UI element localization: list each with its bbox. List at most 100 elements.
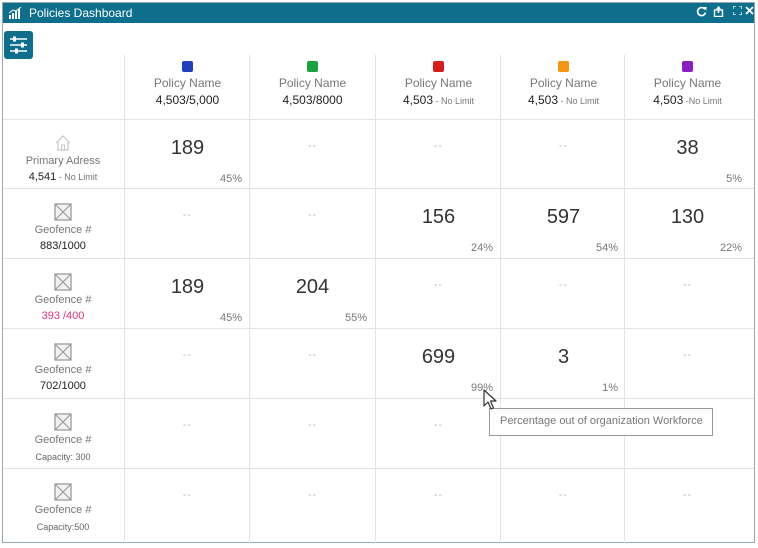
- cell-percentage: 55%: [344, 312, 367, 324]
- row-count-value: 393 /400: [41, 310, 85, 322]
- data-cell[interactable]: 189 45%: [125, 259, 250, 328]
- policy-count: 4,503 - No Limit: [501, 93, 626, 108]
- empty-value: --: [433, 489, 444, 501]
- policy-column-header[interactable]: Policy Name 4,503 - No Limit: [501, 61, 626, 108]
- export-icon[interactable]: [712, 6, 724, 19]
- data-cell[interactable]: 597 54%: [501, 189, 626, 258]
- data-cell[interactable]: --: [501, 120, 626, 189]
- grid-divider: [3, 328, 754, 329]
- data-cell[interactable]: --: [376, 469, 501, 538]
- refresh-icon[interactable]: [695, 6, 707, 19]
- grid-divider: [3, 398, 754, 399]
- cell-count: 3: [557, 346, 570, 368]
- data-cell[interactable]: --: [125, 189, 250, 258]
- grid-divider: [375, 55, 376, 543]
- policy-name: Policy Name: [404, 76, 473, 90]
- data-cell[interactable]: --: [125, 469, 250, 538]
- data-cell[interactable]: --: [250, 120, 375, 189]
- empty-value: --: [433, 419, 444, 431]
- data-cell[interactable]: --: [250, 189, 375, 258]
- geofence-icon: [54, 483, 72, 501]
- geofence-icon: [54, 413, 72, 431]
- data-cell[interactable]: --: [625, 469, 750, 538]
- row-header: Geofence # Capacity:500: [3, 483, 123, 533]
- policy-color-swatch: [307, 61, 318, 72]
- policy-column-header[interactable]: Policy Name 4,503/8000: [250, 61, 375, 108]
- empty-value: --: [182, 419, 193, 431]
- row-label: Geofence #: [34, 364, 92, 376]
- cell-count: 156: [421, 206, 456, 228]
- data-cell[interactable]: 156 24%: [376, 189, 501, 258]
- geofence-icon: [54, 343, 72, 361]
- row-count: 4,541 - No Limit: [3, 171, 123, 184]
- data-cell[interactable]: 130 22%: [625, 189, 750, 258]
- policy-count: 4,503 -No Limit: [625, 93, 750, 108]
- policy-count-value: 4,503: [653, 93, 684, 107]
- data-cell[interactable]: 189 45%: [125, 120, 250, 189]
- row-capacity: Capacity: 300: [35, 452, 91, 462]
- policy-column-header[interactable]: Policy Name 4,503 -No Limit: [625, 61, 750, 108]
- data-cell[interactable]: --: [125, 399, 250, 468]
- row-label: Geofence #: [34, 294, 92, 306]
- policy-name: Policy Name: [529, 76, 598, 90]
- row-header: Geofence # Capacity: 300: [3, 413, 123, 463]
- expand-icon[interactable]: [731, 5, 743, 19]
- row-capacity: Capacity:500: [36, 522, 90, 532]
- row-header: Geofence # 702/1000: [3, 343, 123, 393]
- data-cell[interactable]: --: [501, 469, 626, 538]
- policy-column-header[interactable]: Policy Name 4,503 - No Limit: [376, 61, 501, 108]
- data-cell[interactable]: --: [625, 259, 750, 328]
- policy-name: Policy Name: [278, 76, 347, 90]
- empty-value: --: [307, 209, 318, 221]
- data-cell[interactable]: --: [250, 329, 375, 398]
- data-cell[interactable]: --: [125, 329, 250, 398]
- data-cell[interactable]: --: [501, 259, 626, 328]
- cell-count: 204: [295, 276, 330, 298]
- data-cell[interactable]: --: [250, 469, 375, 538]
- data-cell[interactable]: --: [376, 120, 501, 189]
- policy-color-swatch: [558, 61, 569, 72]
- empty-value: --: [182, 349, 193, 361]
- cell-percentage: 1%: [602, 382, 618, 394]
- empty-value: --: [307, 489, 318, 501]
- title-bar: Policies Dashboard: [3, 3, 754, 23]
- policy-grid: Policy Name 4,503/5,000 Policy Name 4,503/8…: [3, 23, 754, 543]
- data-cell[interactable]: 699 99%: [376, 329, 501, 398]
- empty-value: --: [682, 349, 693, 361]
- policy-limit-note: - No Limit: [433, 96, 475, 106]
- cell-percentage: 24%: [470, 242, 493, 254]
- data-cell[interactable]: --: [376, 259, 501, 328]
- policy-column-header[interactable]: Policy Name 4,503/5,000: [125, 61, 250, 108]
- data-cell[interactable]: 204 55%: [250, 259, 375, 328]
- home-icon: [55, 135, 71, 151]
- row-label: Geofence #: [34, 504, 92, 516]
- cell-percentage: 45%: [219, 173, 242, 185]
- geofence-icon: [54, 273, 72, 291]
- policy-color-swatch: [182, 61, 193, 72]
- data-cell[interactable]: --: [376, 399, 501, 468]
- policy-count: 4,503/8000: [250, 93, 375, 108]
- cell-percentage: 54%: [595, 242, 618, 254]
- filter-settings-button[interactable]: [4, 31, 33, 59]
- row-label: Geofence #: [34, 224, 92, 236]
- policy-count: 4,503 - No Limit: [376, 93, 501, 108]
- empty-value: --: [433, 279, 444, 291]
- policy-count-value: 4,503/5,000: [155, 93, 220, 107]
- grid-divider: [3, 119, 754, 120]
- data-cell[interactable]: --: [250, 399, 375, 468]
- cell-count: 189: [170, 137, 205, 159]
- cell-count: 597: [546, 206, 581, 228]
- row-count-value: 702/1000: [40, 380, 86, 392]
- empty-value: --: [307, 140, 318, 152]
- close-icon[interactable]: [743, 6, 755, 19]
- policy-name: Policy Name: [153, 76, 222, 90]
- empty-value: --: [182, 489, 193, 501]
- grid-divider: [500, 55, 501, 543]
- policy-limit-note: - No Limit: [558, 96, 600, 106]
- data-cell[interactable]: 3 1%: [501, 329, 626, 398]
- data-cell[interactable]: --: [625, 329, 750, 398]
- policy-limit-note: -No Limit: [683, 96, 722, 106]
- row-label: Primary Adress: [25, 155, 101, 167]
- data-cell[interactable]: 38 5%: [625, 120, 750, 189]
- empty-value: --: [307, 419, 318, 431]
